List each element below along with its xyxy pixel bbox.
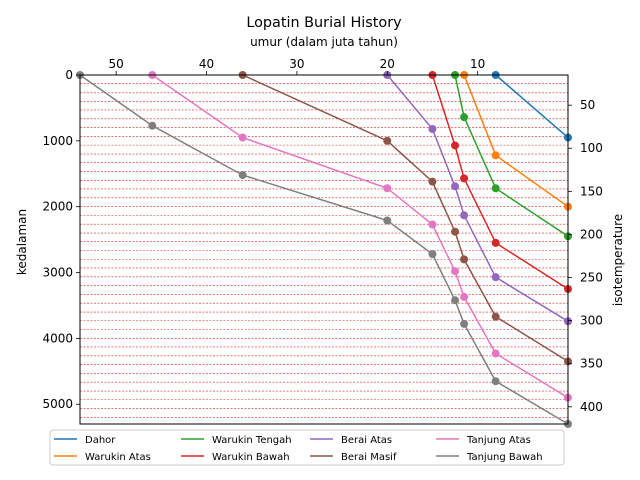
data-point [451,267,460,276]
data-point [460,292,469,301]
data-point [491,377,500,386]
right-tick-label: 100 [580,141,603,155]
data-point [491,273,500,282]
data-point [491,184,500,193]
legend-label: Tanjung Bawah [466,452,543,463]
data-point [491,312,500,321]
data-point [383,184,392,193]
data-point [428,124,437,133]
series-line [454,74,569,237]
y-tick-label: 1000 [42,134,73,148]
right-tick-label: 50 [580,98,595,112]
y-axis-title-right: isotemperature [611,214,625,306]
right-tick-label: 300 [580,314,603,328]
legend-label: Tanjung Atas [466,435,531,446]
series-layer [76,71,572,428]
legend-label: Warukin Atas [85,452,151,463]
series-line [463,74,569,208]
x-tick-label: 40 [199,57,214,71]
data-point [383,136,392,145]
isotherm-gridlines [80,74,568,418]
data-point [460,255,469,264]
right-tick-label: 200 [580,227,603,241]
data-point [428,250,437,259]
data-point [451,141,460,150]
data-point [491,238,500,247]
legend-label: Warukin Tengah [212,435,292,446]
legend-label: Warukin Bawah [212,452,290,463]
data-point [460,211,469,220]
right-tick-label: 400 [580,400,603,414]
legend-label: Berai Masif [341,452,397,463]
data-point [383,216,392,225]
data-point [428,177,437,186]
x-tick-label: 50 [109,57,124,71]
x-tick-label: 30 [289,57,304,71]
series-line [495,74,569,139]
data-point [451,227,460,236]
data-point [238,133,247,142]
series-line [242,74,569,363]
data-point [148,121,157,130]
data-point [460,319,469,328]
chart-title: Lopatin Burial History [246,15,402,31]
x-axis-title-top: umur (dalam juta tahun) [250,35,398,49]
data-point [451,296,460,305]
right-tick-label: 350 [580,357,603,371]
series-line [386,74,569,322]
y-tick-label: 5000 [42,397,73,411]
x-tick-label: 20 [380,57,395,71]
data-point [491,151,500,160]
legend-box [49,429,565,466]
plot-frame [79,74,569,425]
legend: Dahor Warukin Atas Warukin Tengah Warukin B… [49,429,565,466]
axis-ticks: 50 40 30 20 10010002000300040005000501001502… [42,57,602,414]
y-tick-label: 0 [65,68,73,82]
x-tick-label: 10 [470,57,485,71]
data-point [238,171,247,180]
y-tick-label: 2000 [42,200,73,214]
data-point [460,113,469,122]
series-line [151,74,569,399]
data-point [451,182,460,191]
data-point [428,220,437,229]
legend-label: Berai Atas [341,435,392,446]
right-tick-label: 250 [580,271,603,285]
y-tick-label: 3000 [42,266,73,280]
right-tick-label: 150 [580,184,603,198]
data-point [460,174,469,183]
y-axis-title-left: kedalaman [15,209,29,275]
y-tick-label: 4000 [42,331,73,345]
data-point [491,349,500,358]
legend-label: Dahor [85,435,116,446]
